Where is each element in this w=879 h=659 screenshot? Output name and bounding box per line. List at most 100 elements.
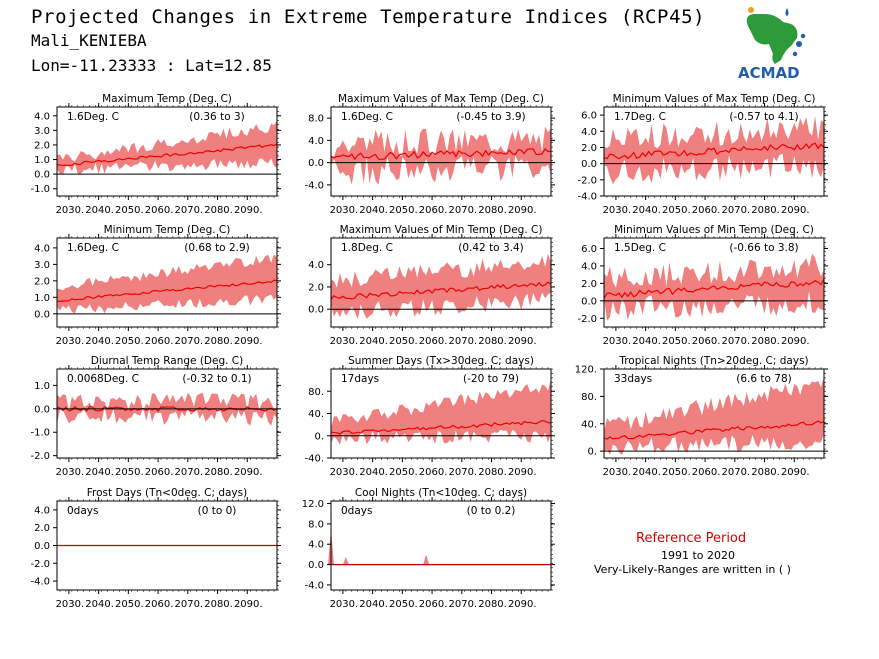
y-tick-label: 12.0: [302, 499, 324, 510]
y-tick-label: 0.0: [308, 560, 324, 571]
reference-period-title: Reference Period: [636, 531, 747, 546]
x-tick-label: 2030.: [330, 336, 359, 347]
x-tick-label: 2090.: [508, 599, 537, 610]
chart-title: Minimum Values of Max Temp (Deg. C): [613, 93, 816, 105]
reference-note: Very-Likely-Ranges are written in ( ): [594, 563, 791, 576]
mean-line: [603, 142, 825, 160]
mean-change-label: 1.5Deg. C: [614, 242, 666, 254]
y-tick-label: 1.0: [34, 293, 50, 304]
mean-change-label: 17days: [341, 373, 379, 385]
x-tick-label: 2080.: [478, 336, 507, 347]
x-tick-label: 2070.: [721, 336, 750, 347]
x-tick-label: 2090.: [508, 205, 537, 216]
range-label: (6.6 to 78): [736, 373, 791, 385]
chart-panel: 4.0 2.0 0.0 -2.0 -4.0 2030. 2040. 2050. 2060. 207…: [30, 487, 281, 610]
y-tick-label: 0.: [587, 447, 597, 458]
y-tick-label: -1.0: [30, 184, 50, 195]
y-tick-label: 80.: [308, 387, 324, 398]
mean-line: [603, 420, 825, 440]
y-tick-label: 0.0: [308, 158, 324, 169]
x-tick-label: 2070.: [721, 205, 750, 216]
x-tick-label: 2030.: [56, 599, 85, 610]
coordinates-label: Lon=-11.23333 : Lat=12.85: [31, 56, 272, 75]
y-tick-label: 2.0: [581, 279, 597, 290]
acmad-logo: [746, 7, 806, 64]
chart-title: Minimum Values of Min Temp (Deg. C): [614, 224, 814, 236]
x-tick-label: 2040.: [85, 336, 114, 347]
x-tick-label: 2030.: [603, 205, 632, 216]
x-tick-label: 2060.: [145, 599, 174, 610]
y-tick-label: 4.0: [34, 111, 50, 122]
x-tick-label: 2070.: [174, 599, 203, 610]
spike-mark: [423, 554, 430, 565]
y-tick-label: 4.0: [34, 243, 50, 254]
range-label: (-0.66 to 3.8): [729, 242, 798, 254]
range-label: (-0.32 to 0.1): [182, 373, 251, 385]
mean-change-label: 0days: [67, 505, 98, 517]
range-label: (-0.57 to 4.1): [729, 111, 798, 123]
x-tick-label: 2060.: [145, 467, 174, 478]
mean-change-label: 1.6Deg. C: [67, 111, 119, 123]
range-band: [57, 254, 277, 314]
chart-panel: 4.0 2.0 0.0 2030. 2040. 2050. 2060. 2070. 2080. 2…: [308, 224, 555, 347]
x-tick-label: 2070.: [448, 205, 477, 216]
chart-panel: 80. 40. 0. -40. 2030. 2040. 2050. 2060. 2070. 208…: [304, 355, 555, 478]
chart-panel: 6.0 4.0 2.0 0.0 -2.0 -4.0 2030. 2040. 2050. 2060.…: [577, 93, 828, 216]
spike-mark: [342, 556, 349, 565]
mean-change-label: 1.7Deg. C: [614, 111, 666, 123]
x-tick-label: 2070.: [174, 205, 203, 216]
x-tick-label: 2080.: [478, 467, 507, 478]
mean-change-label: 1.6Deg. C: [341, 111, 393, 123]
y-tick-label: 8.0: [308, 114, 324, 125]
mean-change-label: 0days: [341, 505, 372, 517]
range-band: [331, 378, 551, 445]
chart-title: Diurnal Temp Range (Deg. C): [91, 355, 243, 367]
x-tick-label: 2030.: [56, 467, 85, 478]
y-tick-label: 4.0: [34, 505, 50, 516]
x-tick-label: 2060.: [419, 205, 448, 216]
mean-line: [56, 405, 278, 412]
y-tick-label: 4.0: [308, 540, 324, 551]
y-tick-label: 2.0: [308, 282, 324, 293]
x-tick-label: 2080.: [751, 467, 780, 478]
y-tick-label: 0.: [314, 431, 324, 442]
x-tick-label: 2080.: [751, 336, 780, 347]
x-tick-label: 2050.: [662, 467, 691, 478]
y-tick-label: 0.0: [34, 541, 50, 552]
location-label: Mali_KENIEBA: [31, 31, 147, 50]
y-tick-label: 0.0: [34, 404, 50, 415]
x-tick-label: 2030.: [330, 599, 359, 610]
x-tick-label: 2050.: [115, 467, 144, 478]
y-tick-label: 4.0: [581, 127, 597, 138]
y-tick-label: -2.0: [30, 559, 50, 570]
y-tick-label: 2.0: [581, 143, 597, 154]
x-tick-label: 2030.: [603, 467, 632, 478]
x-tick-label: 2090.: [781, 467, 810, 478]
y-tick-label: 40.: [581, 419, 597, 430]
y-tick-label: 80.: [581, 392, 597, 403]
x-tick-label: 2040.: [632, 205, 661, 216]
x-tick-label: 2040.: [359, 336, 388, 347]
y-tick-label: 6.0: [581, 244, 597, 255]
x-tick-label: 2070.: [448, 467, 477, 478]
mean-line: [56, 279, 278, 303]
x-tick-label: 2070.: [721, 467, 750, 478]
x-tick-label: 2030.: [56, 336, 85, 347]
x-tick-label: 2070.: [448, 599, 477, 610]
x-tick-label: 2060.: [419, 599, 448, 610]
y-tick-label: 120.: [575, 365, 597, 376]
x-tick-label: 2050.: [389, 205, 418, 216]
mean-line: [603, 278, 825, 299]
y-tick-label: -1.0: [30, 428, 50, 439]
mean-line: [330, 147, 552, 161]
mean-change-label: 1.6Deg. C: [67, 242, 119, 254]
chart-panel: 120. 80. 40. 0. 2030. 2040. 2050. 2060. 2070. 208…: [575, 355, 828, 478]
y-tick-label: -4.0: [30, 577, 50, 588]
y-tick-label: 1.0: [34, 155, 50, 166]
y-tick-label: 0.0: [308, 305, 324, 316]
y-tick-label: -4.0: [577, 192, 597, 203]
y-tick-label: 4.0: [581, 261, 597, 272]
x-tick-label: 2060.: [145, 336, 174, 347]
